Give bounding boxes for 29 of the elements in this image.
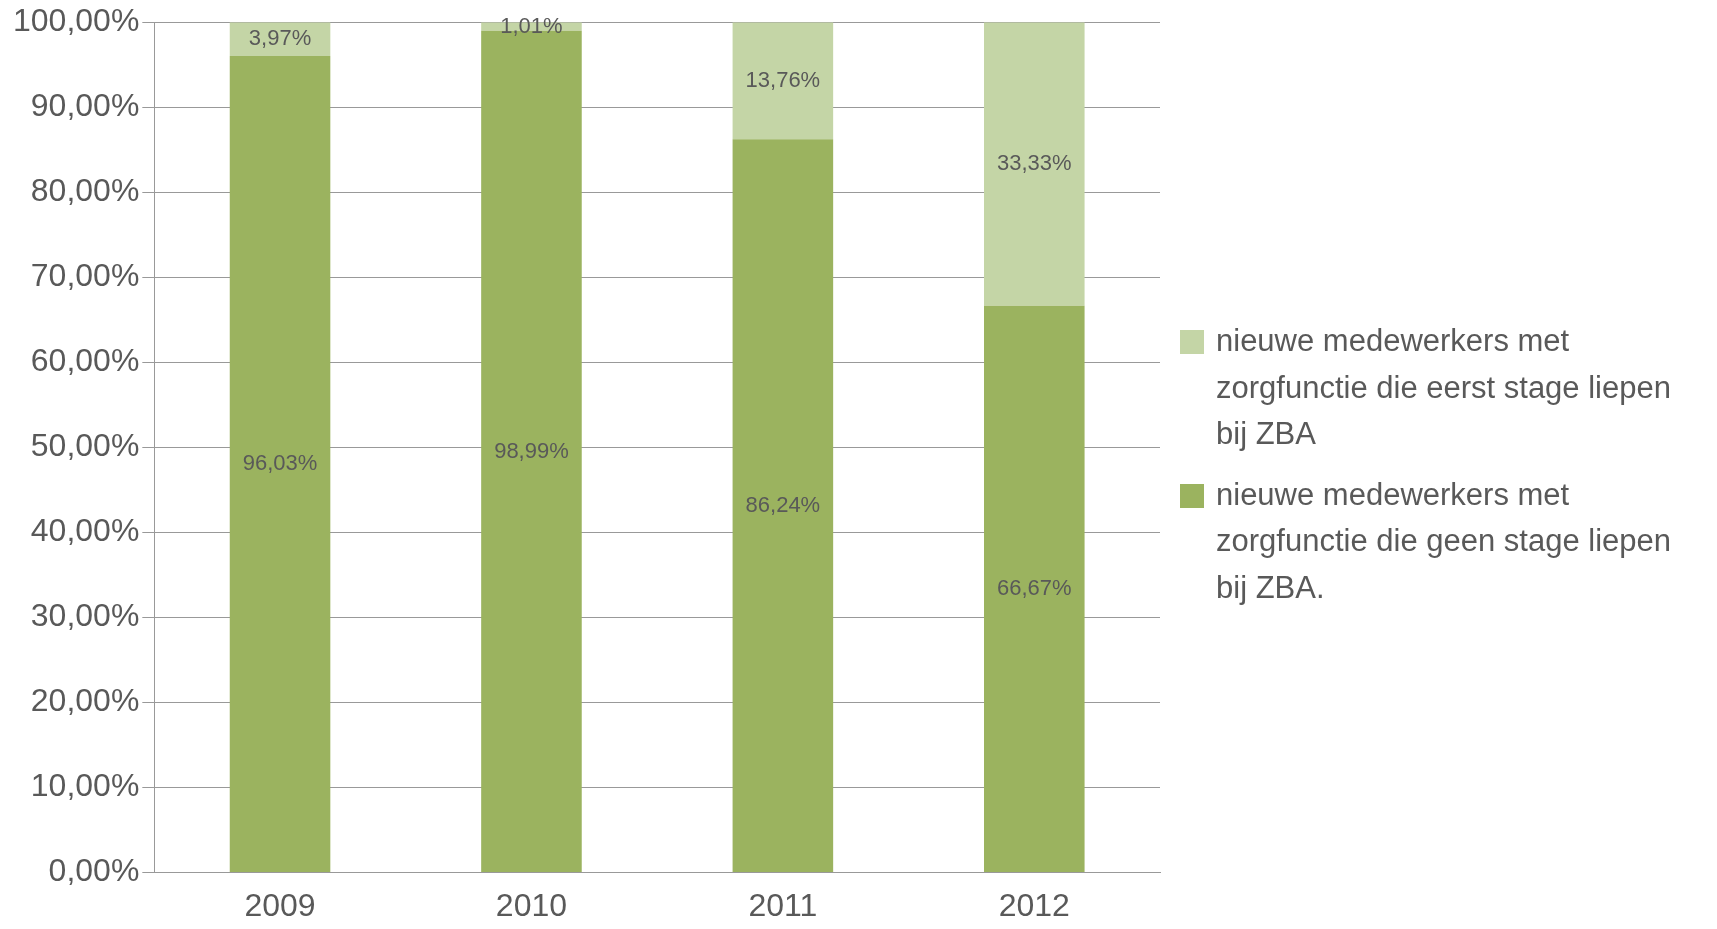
y-tick-label: 60,00%	[30, 342, 140, 379]
data-label: 66,67%	[996, 574, 1072, 600]
bar	[984, 22, 1085, 306]
x-tick-label: 2012	[998, 886, 1070, 923]
bar	[229, 55, 331, 873]
data-label: 3,97%	[248, 25, 312, 51]
data-label: 98,99%	[494, 437, 569, 463]
y-tick-label: 100,00%	[13, 2, 140, 39]
data-label: 86,24%	[745, 491, 821, 517]
x-tick-label: 2011	[748, 886, 818, 923]
data-label: 33,33%	[996, 149, 1072, 175]
bar	[984, 305, 1085, 873]
y-tick-label: 30,00%	[30, 597, 140, 634]
y-tick-label: 50,00%	[30, 427, 140, 464]
y-tick-label: 10,00%	[30, 767, 140, 804]
y-tick-label: 0,00%	[48, 852, 140, 889]
y-tick-label: 40,00%	[30, 512, 140, 549]
data-label: 96,03%	[242, 450, 318, 476]
y-tick-label: 90,00%	[30, 87, 140, 124]
y-tick-label: 80,00%	[30, 172, 140, 209]
y-tick-label: 70,00%	[30, 257, 140, 294]
bar	[732, 139, 834, 873]
bar	[732, 22, 834, 140]
legend-label: nieuwe medewerkers met zorgfunctie die geen stage liepen bij ZBA.	[1216, 475, 1672, 607]
legend-label: nieuwe medewerkers met zorgfunctie die eerst stage liepen bij ZBA	[1216, 322, 1672, 453]
x-tick-label: 2009	[244, 886, 316, 923]
data-label: 13,76%	[745, 66, 821, 92]
x-tick-label: 2010	[495, 886, 568, 923]
y-tick-label: 20,00%	[30, 682, 140, 719]
